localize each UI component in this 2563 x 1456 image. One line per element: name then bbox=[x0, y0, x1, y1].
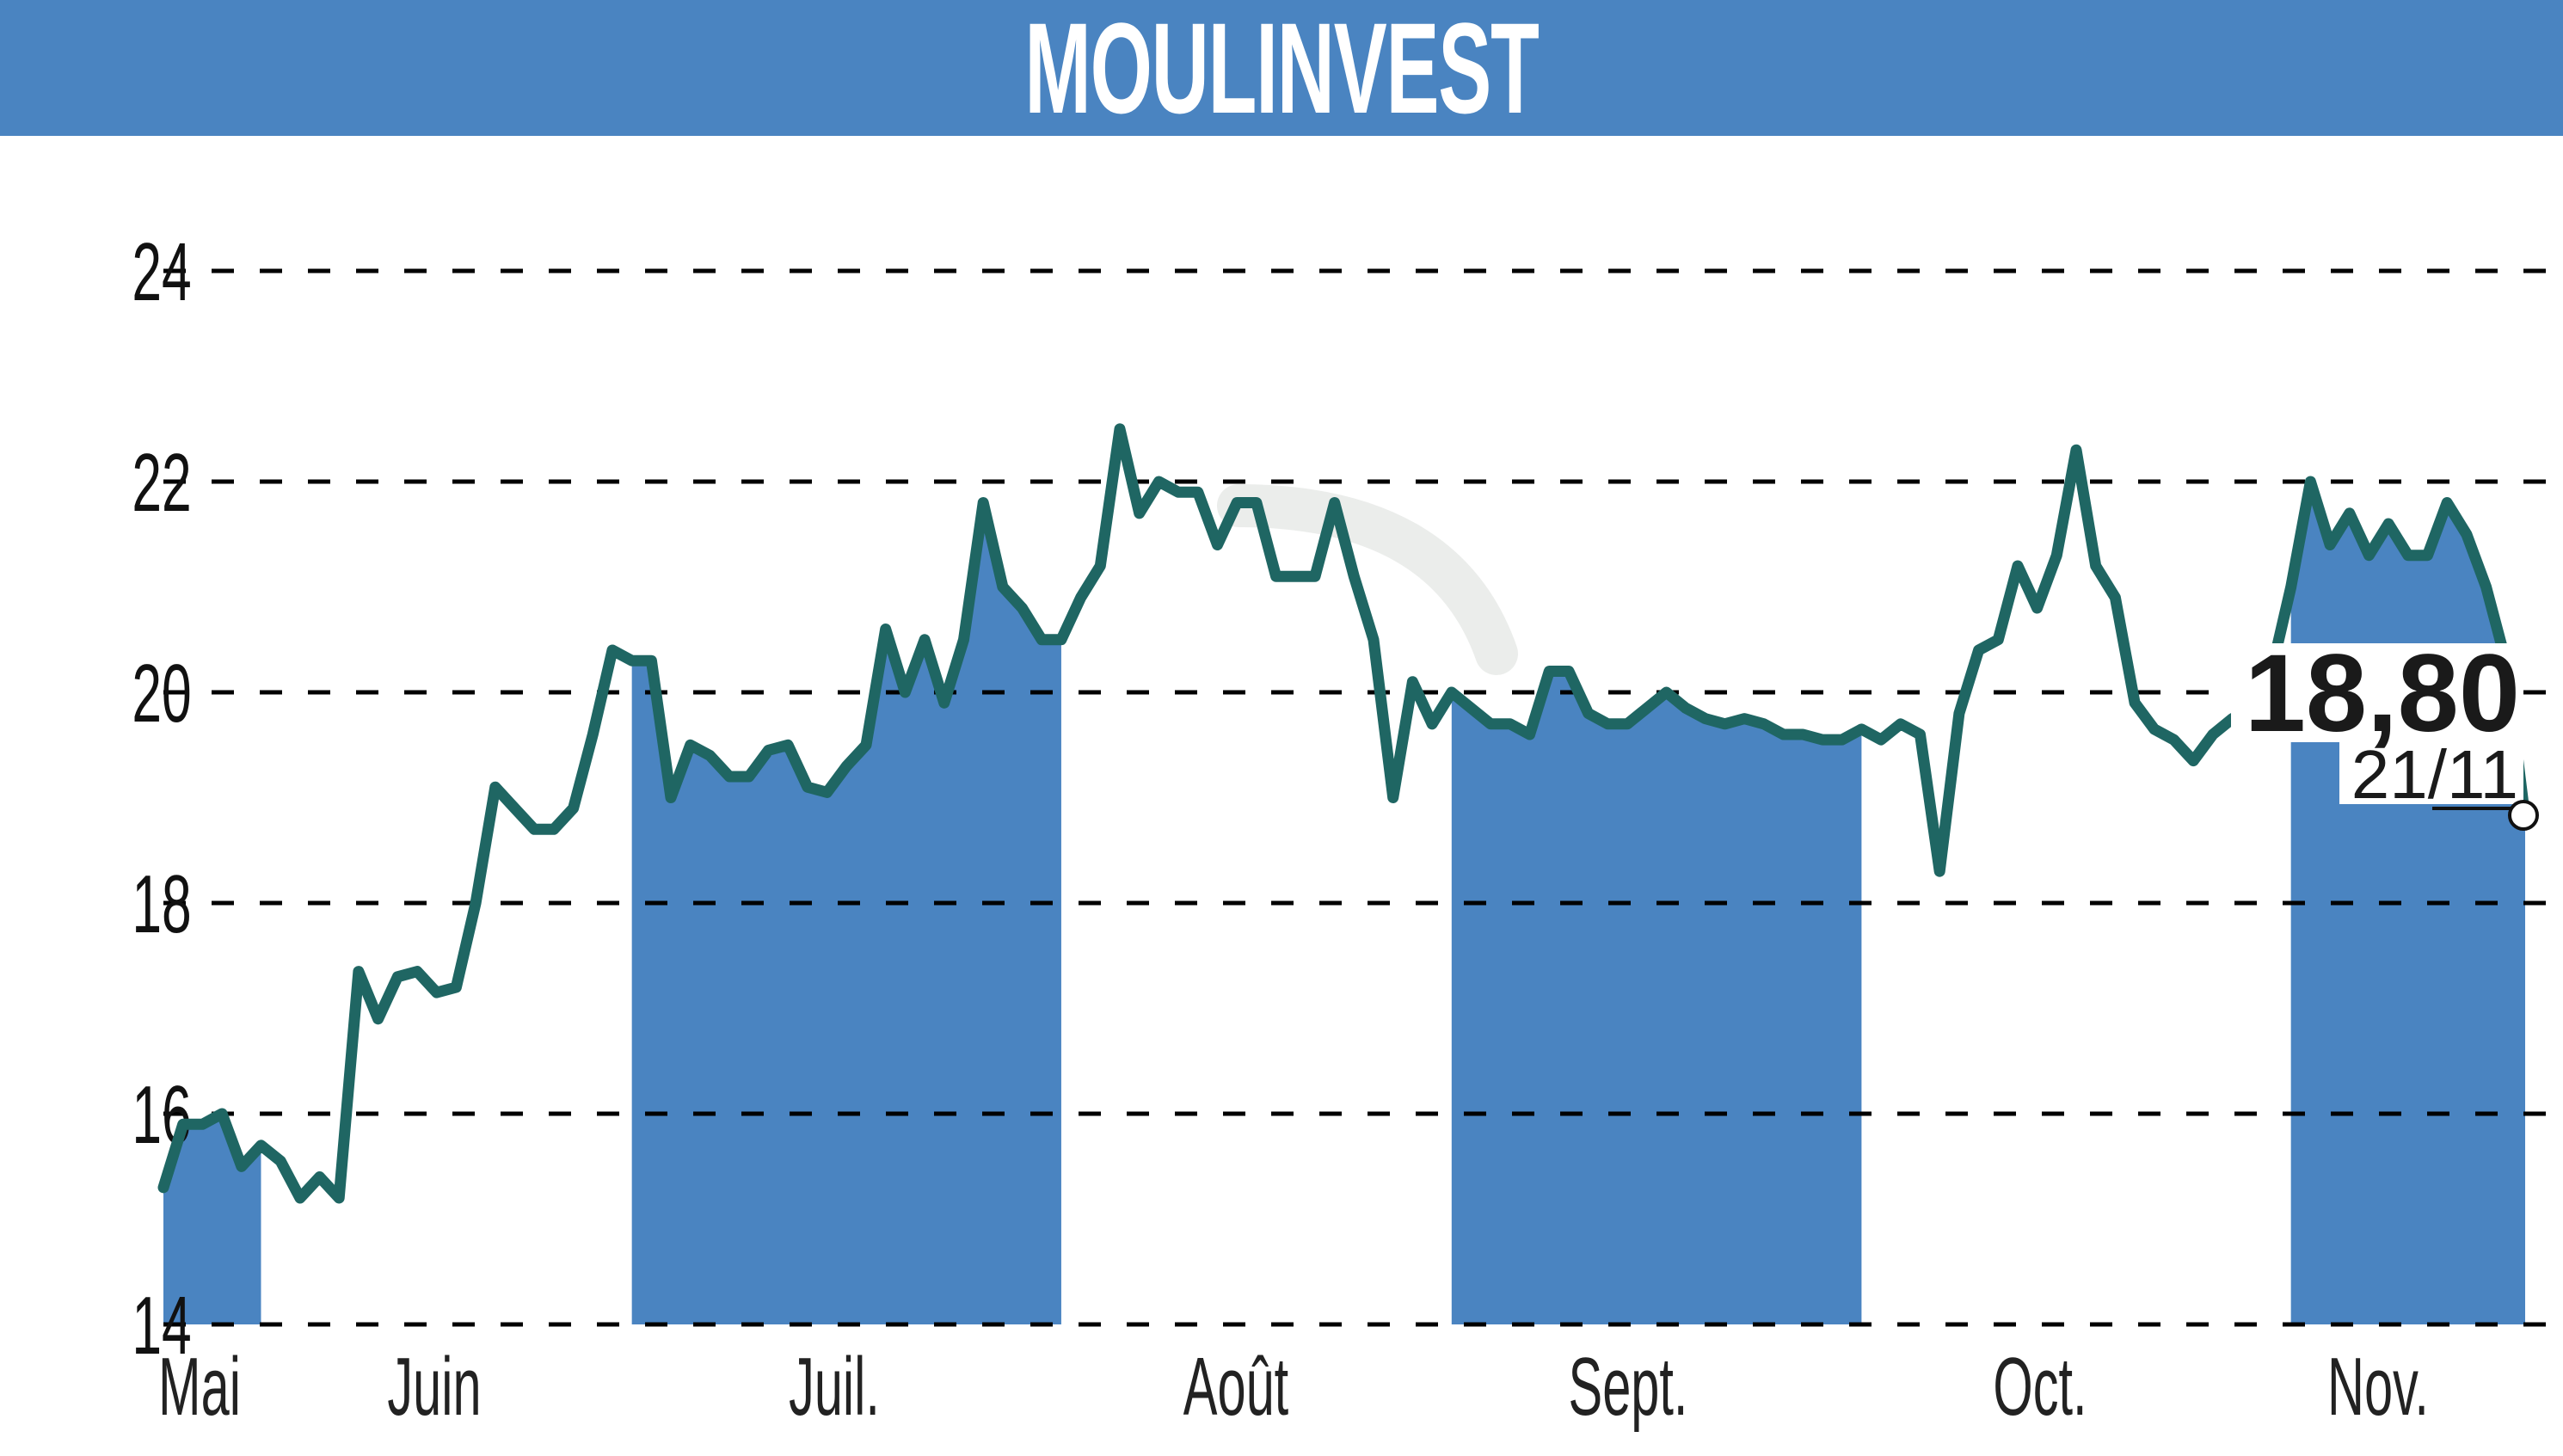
last-value-callout: 18,80 21/11 bbox=[2231, 632, 2539, 831]
month-band bbox=[1451, 671, 1862, 1324]
y-tick-label: 20 bbox=[132, 648, 191, 740]
x-tick-label: Août bbox=[1183, 1340, 1288, 1432]
x-tick-label: Nov. bbox=[2327, 1340, 2429, 1432]
x-tick-label: Juil. bbox=[789, 1340, 880, 1432]
y-tick-label: 16 bbox=[132, 1070, 191, 1162]
x-tick-label: Juin bbox=[387, 1340, 481, 1432]
last-date-label: 21/11 bbox=[2351, 736, 2518, 813]
last-value-label: 18,80 bbox=[2245, 632, 2520, 755]
y-tick-label: 14 bbox=[132, 1281, 191, 1373]
x-axis-labels: Mai Juin Juil. Août Sept. Oct. Nov. bbox=[158, 1340, 2429, 1432]
y-axis-labels: 14 16 18 20 22 24 bbox=[132, 227, 191, 1373]
x-tick-label: Sept. bbox=[1569, 1340, 1688, 1432]
last-value-box bbox=[2231, 643, 2523, 742]
last-date-box bbox=[2339, 742, 2523, 804]
x-tick-label: Oct. bbox=[1993, 1340, 2087, 1432]
watermark-arc bbox=[1217, 484, 1518, 675]
y-tick-label: 18 bbox=[132, 859, 191, 951]
gridlines bbox=[163, 268, 2563, 1327]
chart-header-bar: MOULINVEST bbox=[0, 0, 2563, 136]
price-line bbox=[157, 423, 2531, 1204]
month-band bbox=[631, 502, 1061, 1324]
x-tick-label: Mai bbox=[158, 1340, 241, 1432]
y-tick-label: 24 bbox=[132, 227, 191, 319]
y-tick-label: 22 bbox=[132, 438, 191, 530]
chart-title: MOULINVEST bbox=[1024, 0, 1540, 140]
last-point-marker-icon bbox=[2508, 800, 2539, 831]
